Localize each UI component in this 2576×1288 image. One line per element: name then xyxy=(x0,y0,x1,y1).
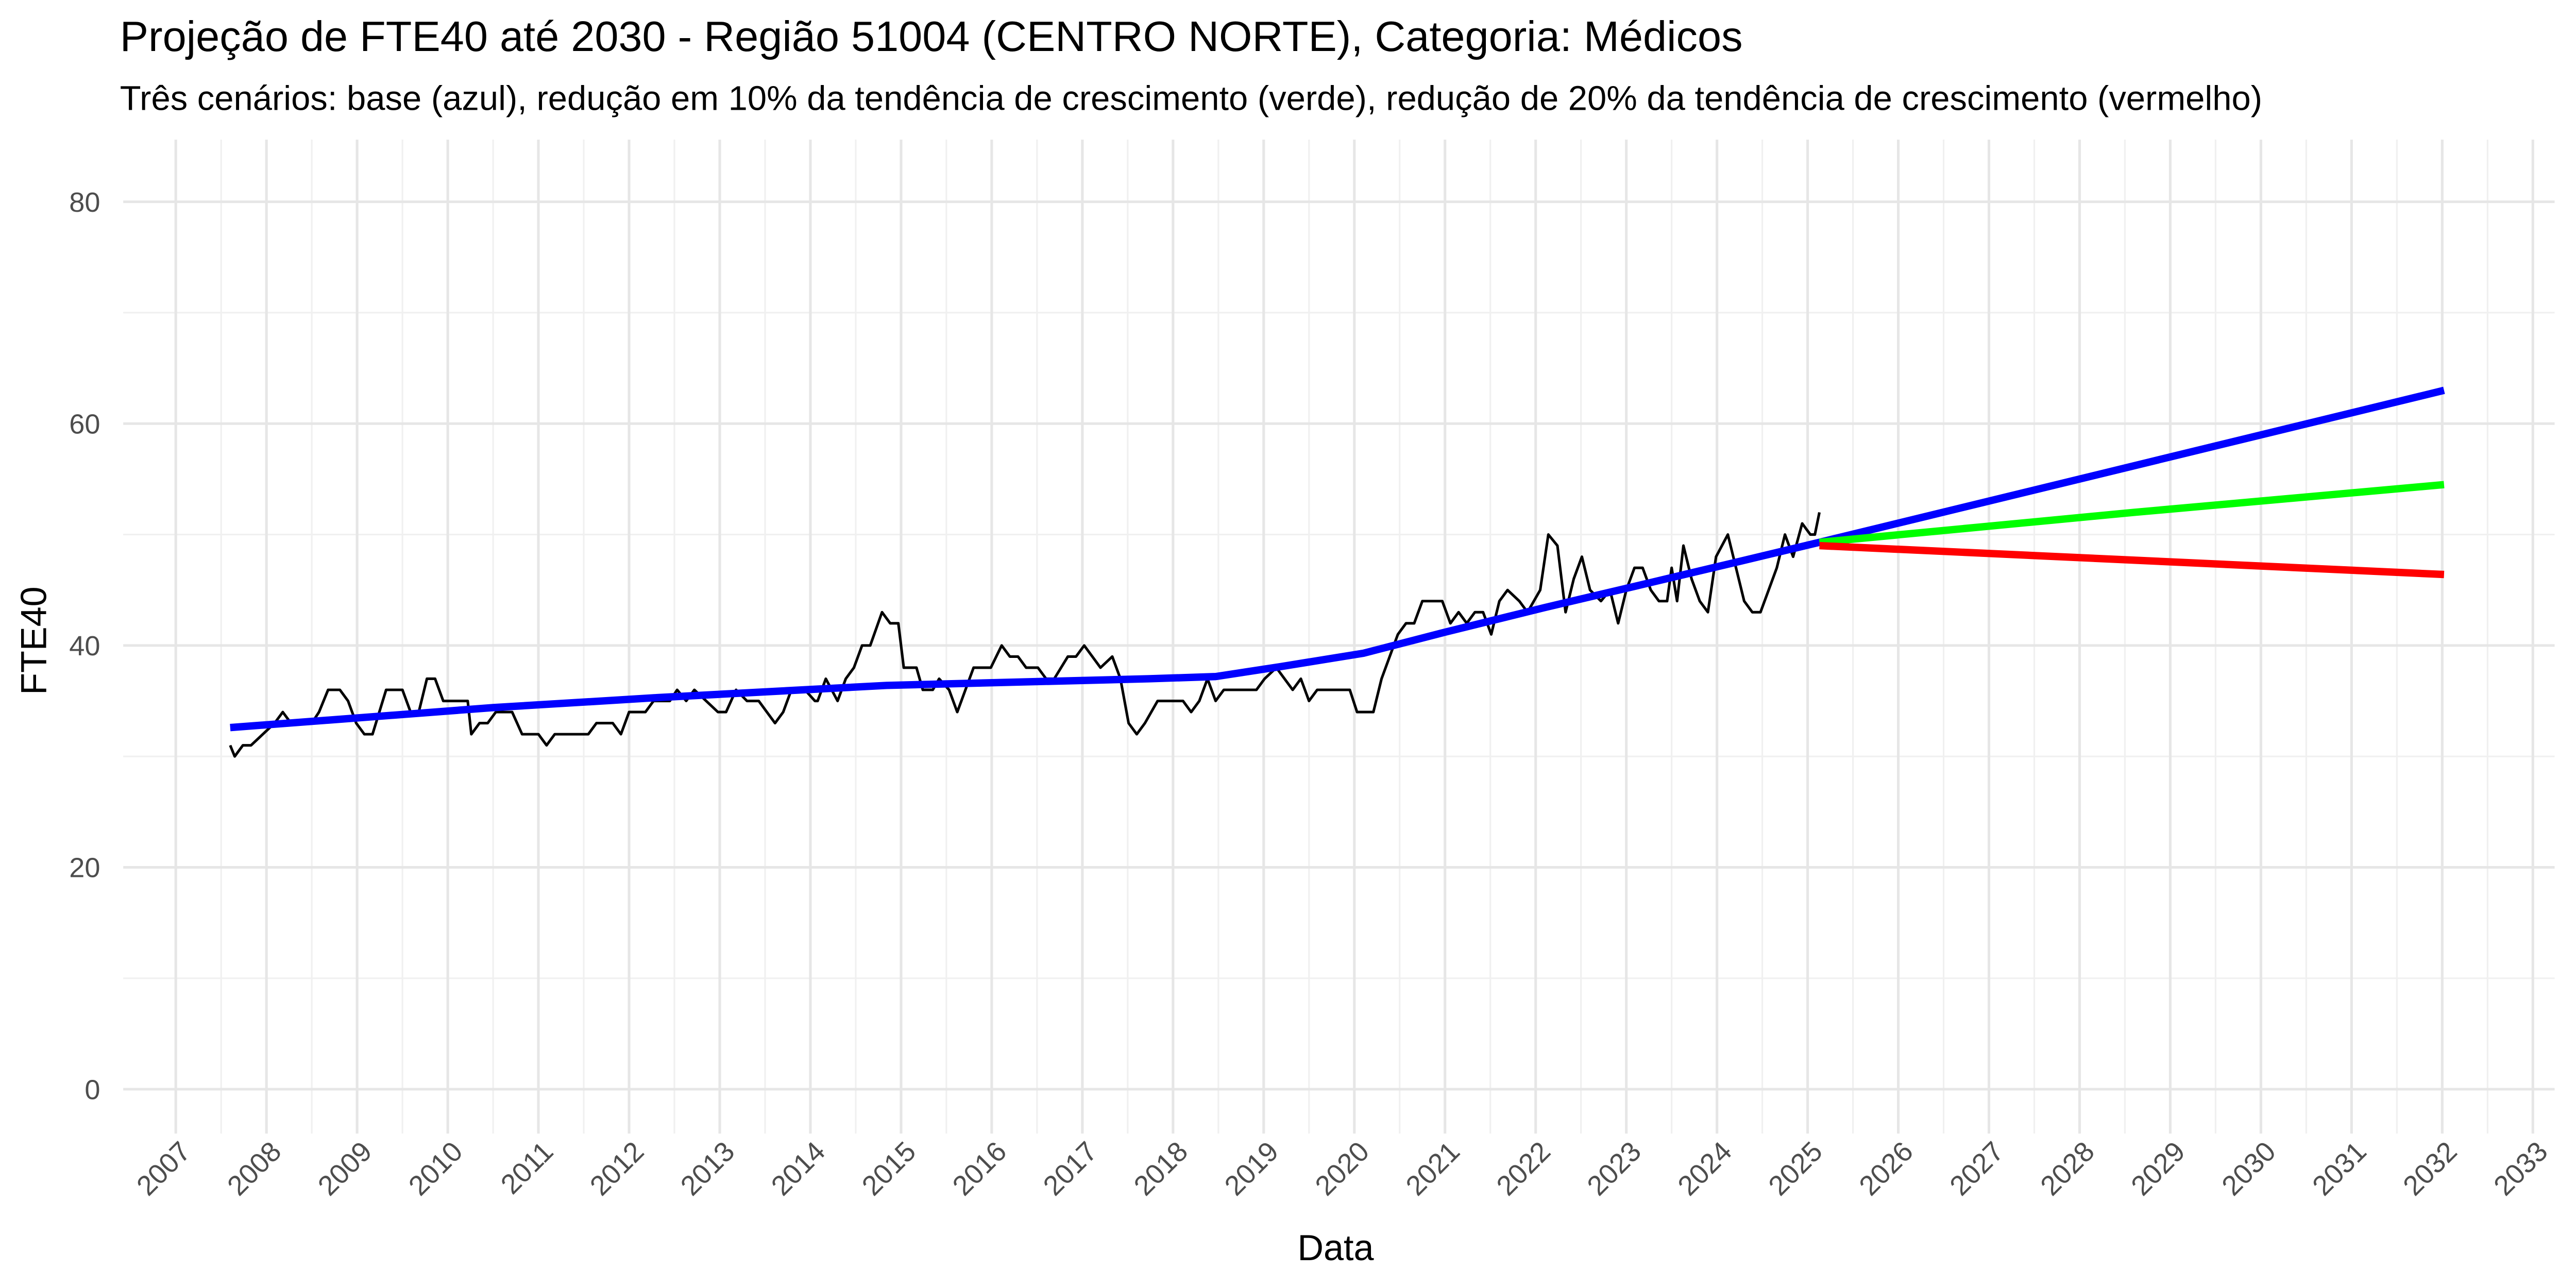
series-line xyxy=(1819,481,2445,546)
y-tick-label: 60 xyxy=(69,409,100,439)
x-axis-label: Data xyxy=(1297,1227,1374,1268)
chart-subtitle: Três cenários: base (azul), redução em 1… xyxy=(120,79,2262,118)
y-tick-label: 40 xyxy=(69,631,100,662)
chart-title: Projeção de FTE40 até 2030 - Região 5100… xyxy=(120,12,1743,60)
series-line xyxy=(230,386,2445,732)
y-tick-label: 0 xyxy=(84,1074,100,1105)
plot-lines xyxy=(229,386,2445,758)
y-axis-label: FTE40 xyxy=(13,586,54,695)
series-line xyxy=(229,512,1821,758)
y-tick-label: 20 xyxy=(69,853,100,884)
grid xyxy=(123,140,2555,1134)
series-line xyxy=(1819,541,2445,579)
y-tick-label: 80 xyxy=(69,187,100,218)
